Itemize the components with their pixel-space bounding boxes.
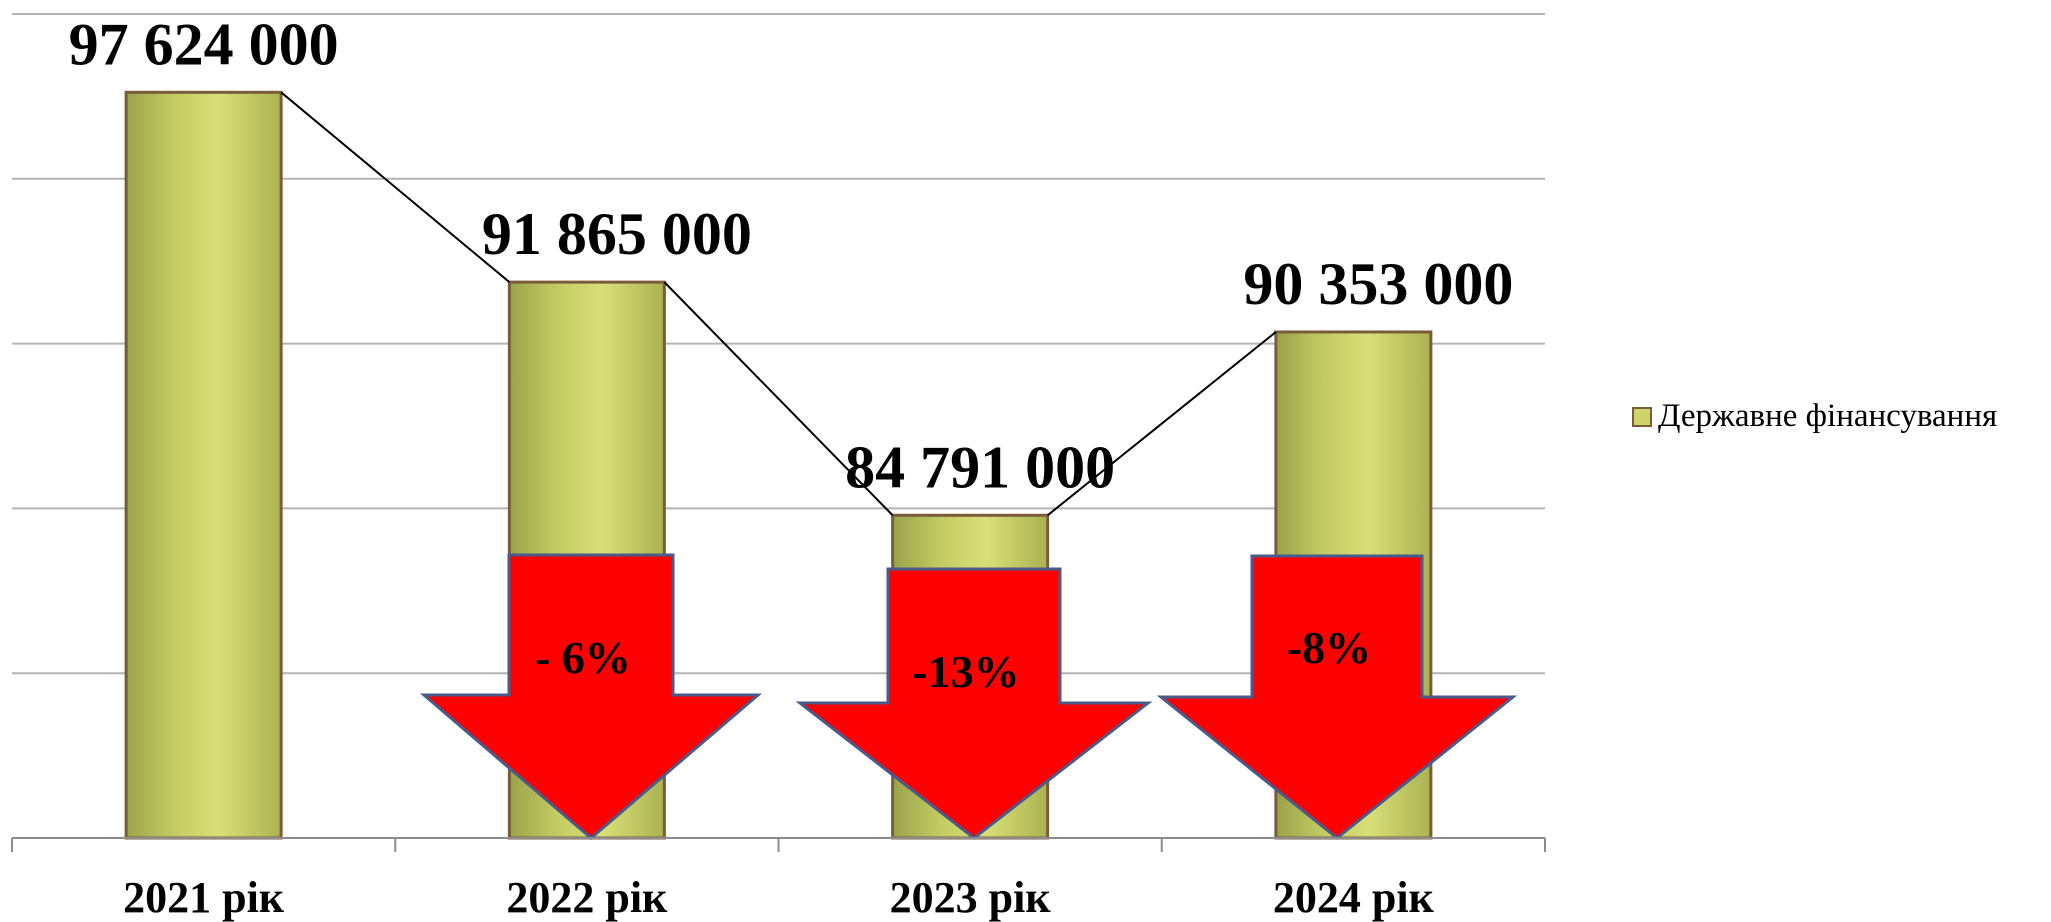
connector-line (663, 281, 894, 516)
x-axis: 2021 рік 2022 рік 2023 рік 2024 рік (11, 837, 1546, 922)
x-tick-label: 2023 рік (890, 873, 1052, 922)
bar (124, 90, 283, 840)
connector-line (280, 91, 511, 283)
percent-change-label: - 6% (535, 632, 631, 683)
percent-change-label: -13% (912, 646, 1019, 697)
decline-arrows: - 6% -13% -8% (419, 553, 1518, 840)
connector-line (1046, 331, 1277, 517)
down-arrow (419, 553, 763, 840)
data-label: 84 791 000 (845, 434, 1115, 500)
x-tick-label: 2022 рік (506, 873, 668, 922)
bar-connectors (280, 91, 1277, 517)
percent-change-label: -8% (1287, 622, 1371, 673)
legend-label: Державне фінансування (1658, 398, 1998, 434)
x-tick-label: 2024 рік (1273, 873, 1435, 922)
down-arrow (1156, 554, 1518, 840)
data-label: 90 353 000 (1243, 251, 1513, 317)
data-label: 91 865 000 (482, 201, 752, 267)
legend: Державне фінансування (1632, 398, 1997, 435)
x-tick-label: 2021 рік (123, 873, 285, 922)
data-labels: 97 624 000 91 865 000 84 791 000 90 353 000 (69, 11, 1514, 500)
data-label: 97 624 000 (69, 11, 339, 77)
legend-swatch (1632, 406, 1652, 427)
down-arrow (795, 567, 1153, 840)
